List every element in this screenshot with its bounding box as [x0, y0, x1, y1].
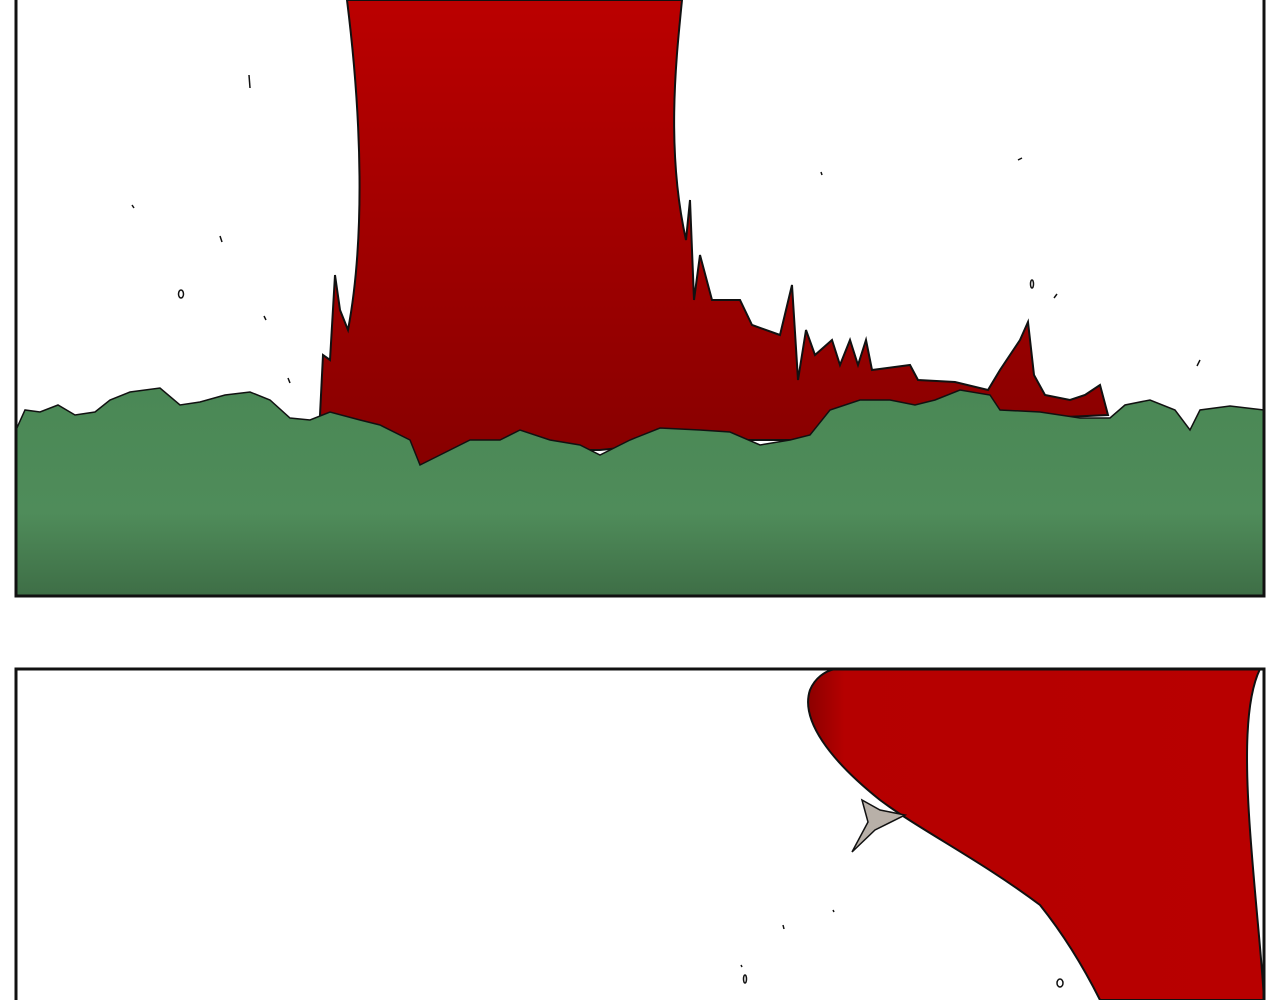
- panel-bottom-border: [14, 667, 1266, 1000]
- shard: [851, 798, 908, 853]
- panel-top: [16, 0, 1264, 596]
- blood-column: [318, 0, 1110, 467]
- blood-droplets: [131, 74, 1201, 384]
- panel-top-border: [14, 0, 1266, 598]
- blood-stream: [807, 669, 1264, 1000]
- blood-droplets-bottom: [740, 909, 1064, 988]
- grass: [16, 387, 1264, 596]
- panel-bottom: [16, 669, 1264, 1000]
